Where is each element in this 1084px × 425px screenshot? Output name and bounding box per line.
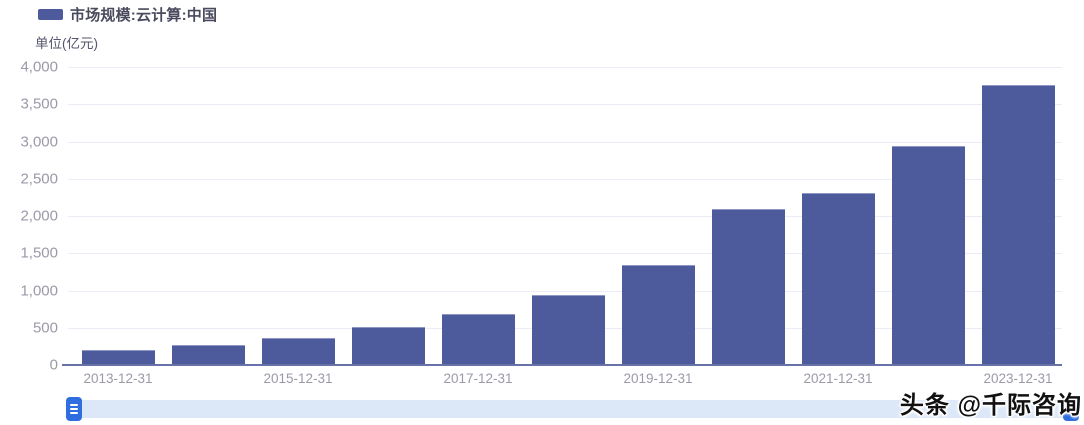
bar-2019-12-31[interactable] [621, 265, 695, 365]
bar-2022-12-31[interactable] [891, 146, 965, 365]
y-tick-label: 1,000 [20, 282, 58, 299]
watermark: 头条 @千际咨询 [899, 392, 1082, 419]
grip-lines-icon [1067, 412, 1075, 414]
bar-2014-12-31[interactable] [171, 345, 245, 365]
gridline [68, 104, 1062, 106]
gridline [68, 141, 1062, 143]
gridline [68, 178, 1062, 180]
bar-2023-12-31[interactable] [981, 85, 1055, 365]
datazoom-left-handle[interactable] [66, 397, 82, 421]
x-axis-line [62, 364, 1062, 366]
grip-lines-icon [70, 404, 78, 406]
y-tick-label: 3,000 [20, 133, 58, 150]
unit-label: 单位(亿元) [35, 36, 98, 51]
bar-2017-12-31[interactable] [441, 314, 515, 365]
datazoom-slider-track[interactable] [68, 400, 1078, 418]
bar-2015-12-31[interactable] [261, 338, 335, 365]
grip-lines-icon [70, 408, 78, 410]
bar-2013-12-31[interactable] [81, 350, 155, 365]
gridline [68, 290, 1062, 292]
y-tick-label: 3,500 [20, 95, 58, 113]
bar-2020-12-31[interactable] [711, 209, 785, 365]
plot-area [68, 67, 1062, 365]
grip-lines-icon [70, 412, 78, 414]
y-tick-label: 2,500 [20, 170, 58, 188]
x-tick-label: 2013-12-31 [83, 371, 153, 386]
y-tick-label: 2,000 [20, 207, 58, 225]
x-tick-label: 2017-12-31 [443, 371, 513, 386]
gridline [68, 253, 1062, 255]
legend-swatch-icon [38, 9, 63, 20]
y-tick-label: 4,000 [20, 58, 58, 76]
grip-lines-icon [1067, 408, 1075, 410]
bar-2021-12-31[interactable] [801, 193, 875, 365]
x-tick-label: 2019-12-31 [623, 371, 693, 386]
grip-lines-icon [1067, 404, 1075, 406]
legend-label: 市场规模:云计算:中国 [70, 7, 218, 24]
y-tick-label: 0 [49, 356, 58, 374]
bar-2018-12-31[interactable] [531, 295, 605, 365]
y-tick-label: 1,500 [20, 244, 58, 262]
datazoom-right-handle[interactable] [1063, 397, 1079, 421]
bar-2016-12-31[interactable] [351, 327, 425, 365]
gridline [68, 67, 1062, 68]
gridline [68, 216, 1062, 217]
x-tick-label: 2015-12-31 [263, 371, 333, 386]
x-tick-label: 2023-12-31 [983, 371, 1053, 386]
y-tick-label: 500 [32, 319, 58, 337]
x-tick-label: 2021-12-31 [803, 371, 873, 386]
legend-item[interactable]: 市场规模:云计算:中国 [38, 4, 217, 25]
